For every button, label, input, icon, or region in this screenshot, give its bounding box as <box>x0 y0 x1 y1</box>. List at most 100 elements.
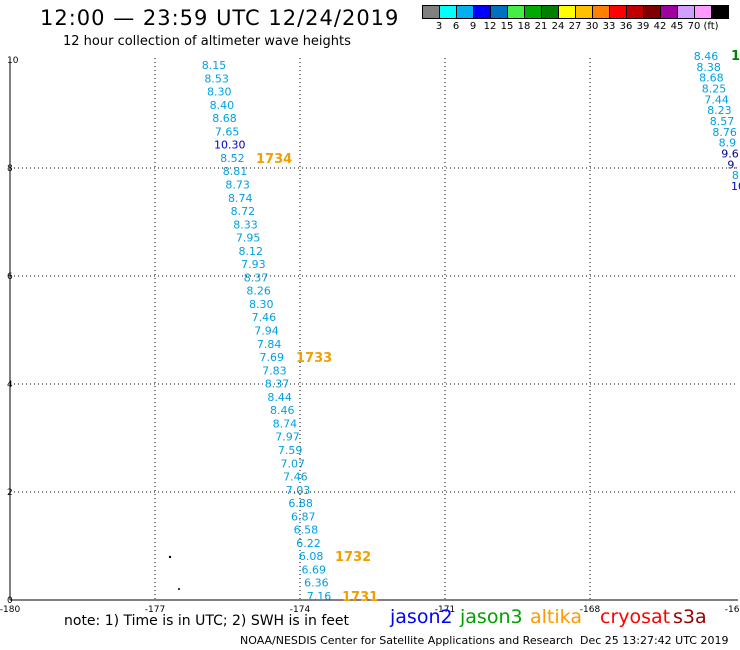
swh-label: 8.12 <box>239 245 264 258</box>
orbit-time-label: 1 <box>731 49 740 64</box>
swh-label: 7.97 <box>275 431 300 444</box>
swh-label: 8.52 <box>220 152 245 165</box>
x-tick-label: -180 <box>0 605 20 615</box>
swh-label: 8.37 <box>265 378 290 391</box>
swh-label: 10.30 <box>214 139 246 152</box>
swh-label: 7.69 <box>260 351 285 364</box>
scale-label: 15 <box>500 21 514 32</box>
orbit-time-label: 1732 <box>335 550 371 565</box>
swh-label: 8.74 <box>228 192 253 205</box>
swh-label: 8 <box>732 169 739 182</box>
scale-label: 3 <box>435 21 443 32</box>
scale-label: 9 <box>469 21 477 32</box>
swh-label: 6.69 <box>302 563 327 576</box>
data-dot <box>168 555 172 559</box>
swh-label: 7.07 <box>281 457 306 470</box>
swh-label: 8.25 <box>702 83 727 96</box>
scale-label: 24 <box>551 21 565 32</box>
swh-label: 7.46 <box>283 471 308 484</box>
legend-cryosat: cryosat <box>600 606 671 628</box>
x-tick-label: -174 <box>290 605 311 615</box>
swh-label: 8.15 <box>202 59 227 72</box>
legend-jason2: jason2 <box>390 606 453 628</box>
orbit-time-label: 1734 <box>256 152 292 167</box>
swh-label: 8.68 <box>212 112 237 125</box>
color-scale <box>422 5 729 19</box>
timestamp-text: Dec 25 13:27:42 UTC 2019 <box>580 634 729 647</box>
swh-label: 8.9 <box>719 137 737 150</box>
swh-label: 8.74 <box>273 417 298 430</box>
scale-label: 30 <box>585 21 599 32</box>
swh-label: 7.44 <box>704 93 729 106</box>
swh-label: 8.76 <box>712 126 737 139</box>
y-tick-label: 0 <box>7 596 13 606</box>
footer-note: note: 1) Time is in UTC; 2) SWH is in fe… <box>64 613 350 629</box>
swh-label: 8.23 <box>707 104 732 117</box>
scale-label: 27 <box>568 21 582 32</box>
swh-label: 8.72 <box>231 205 256 218</box>
swh-label: 8.33 <box>233 218 258 231</box>
swh-label: 8.26 <box>246 285 271 298</box>
x-tick-label: -177 <box>145 605 165 615</box>
legend-jason3: jason3 <box>460 606 523 628</box>
swh-label: 8.46 <box>270 404 295 417</box>
data-dot <box>178 588 180 590</box>
swh-label: 9.6 <box>721 148 739 161</box>
swh-label: 8.57 <box>710 115 735 128</box>
swh-label: 8.37 <box>244 271 269 284</box>
swh-label: 7.03 <box>286 484 311 497</box>
swh-label: 6.08 <box>299 550 324 563</box>
swh-label: 7.93 <box>241 258 266 271</box>
swh-label: 8.40 <box>210 99 235 112</box>
swh-label: 8.46 <box>694 50 719 63</box>
swh-label: 9. <box>727 158 738 171</box>
swh-label: 6.36 <box>304 577 329 590</box>
credit-text: NOAA/NESDIS Center for Satellite Applica… <box>240 634 574 647</box>
legend-s3a: s3a <box>673 606 707 628</box>
x-tick-label: -171 <box>435 605 455 615</box>
scale-label: 6 <box>452 21 460 32</box>
swh-label: 6.88 <box>288 497 313 510</box>
swh-label: 7.16 <box>307 590 332 603</box>
swh-label: 7.46 <box>252 311 277 324</box>
swh-label: 6.87 <box>291 510 316 523</box>
swh-label: 8.30 <box>249 298 274 311</box>
scale-label: 70 <box>687 21 701 32</box>
y-tick-label: 10 <box>7 56 19 66</box>
y-tick-label: 4 <box>7 380 13 390</box>
y-tick-label: 2 <box>7 488 13 498</box>
scale-swatch <box>711 5 729 19</box>
y-tick-label: 8 <box>7 164 13 174</box>
swh-label: 7.59 <box>278 444 303 457</box>
y-tick-label: 6 <box>7 272 13 282</box>
swh-label: 8.68 <box>699 72 724 85</box>
swh-label: 8.44 <box>267 391 292 404</box>
x-tick-label: -165 <box>725 605 740 615</box>
swh-label: 8.38 <box>696 61 721 74</box>
scale-label: 33 <box>602 21 616 32</box>
scale-label: 36 <box>619 21 633 32</box>
swh-label: 8.73 <box>225 178 250 191</box>
swh-label: 8.81 <box>223 165 248 178</box>
swh-label: 7.83 <box>262 364 287 377</box>
scale-label: 21 <box>534 21 548 32</box>
swh-label: 6.22 <box>296 537 321 550</box>
page-title: 12:00 — 23:59 UTC 12/24/2019 <box>40 6 400 30</box>
swh-label: 7.95 <box>236 232 261 245</box>
x-tick-label: -168 <box>580 605 601 615</box>
page-subtitle: 12 hour collection of altimeter wave hei… <box>63 34 351 49</box>
scale-label: 45 <box>670 21 684 32</box>
swh-label: 6.58 <box>294 524 319 537</box>
orbit-time-label: 1731 <box>342 590 378 605</box>
scale-label: 39 <box>636 21 650 32</box>
swh-label: 7.65 <box>215 125 240 138</box>
scale-label: 42 <box>653 21 667 32</box>
scale-label: 12 <box>483 21 497 32</box>
swh-label: 8.30 <box>207 86 232 99</box>
scale-label: (ft) <box>703 21 719 32</box>
swh-label: 7.94 <box>254 325 279 338</box>
scale-label: 18 <box>517 21 531 32</box>
swh-label: 7.84 <box>257 338 282 351</box>
swh-label: 8.53 <box>204 72 229 85</box>
